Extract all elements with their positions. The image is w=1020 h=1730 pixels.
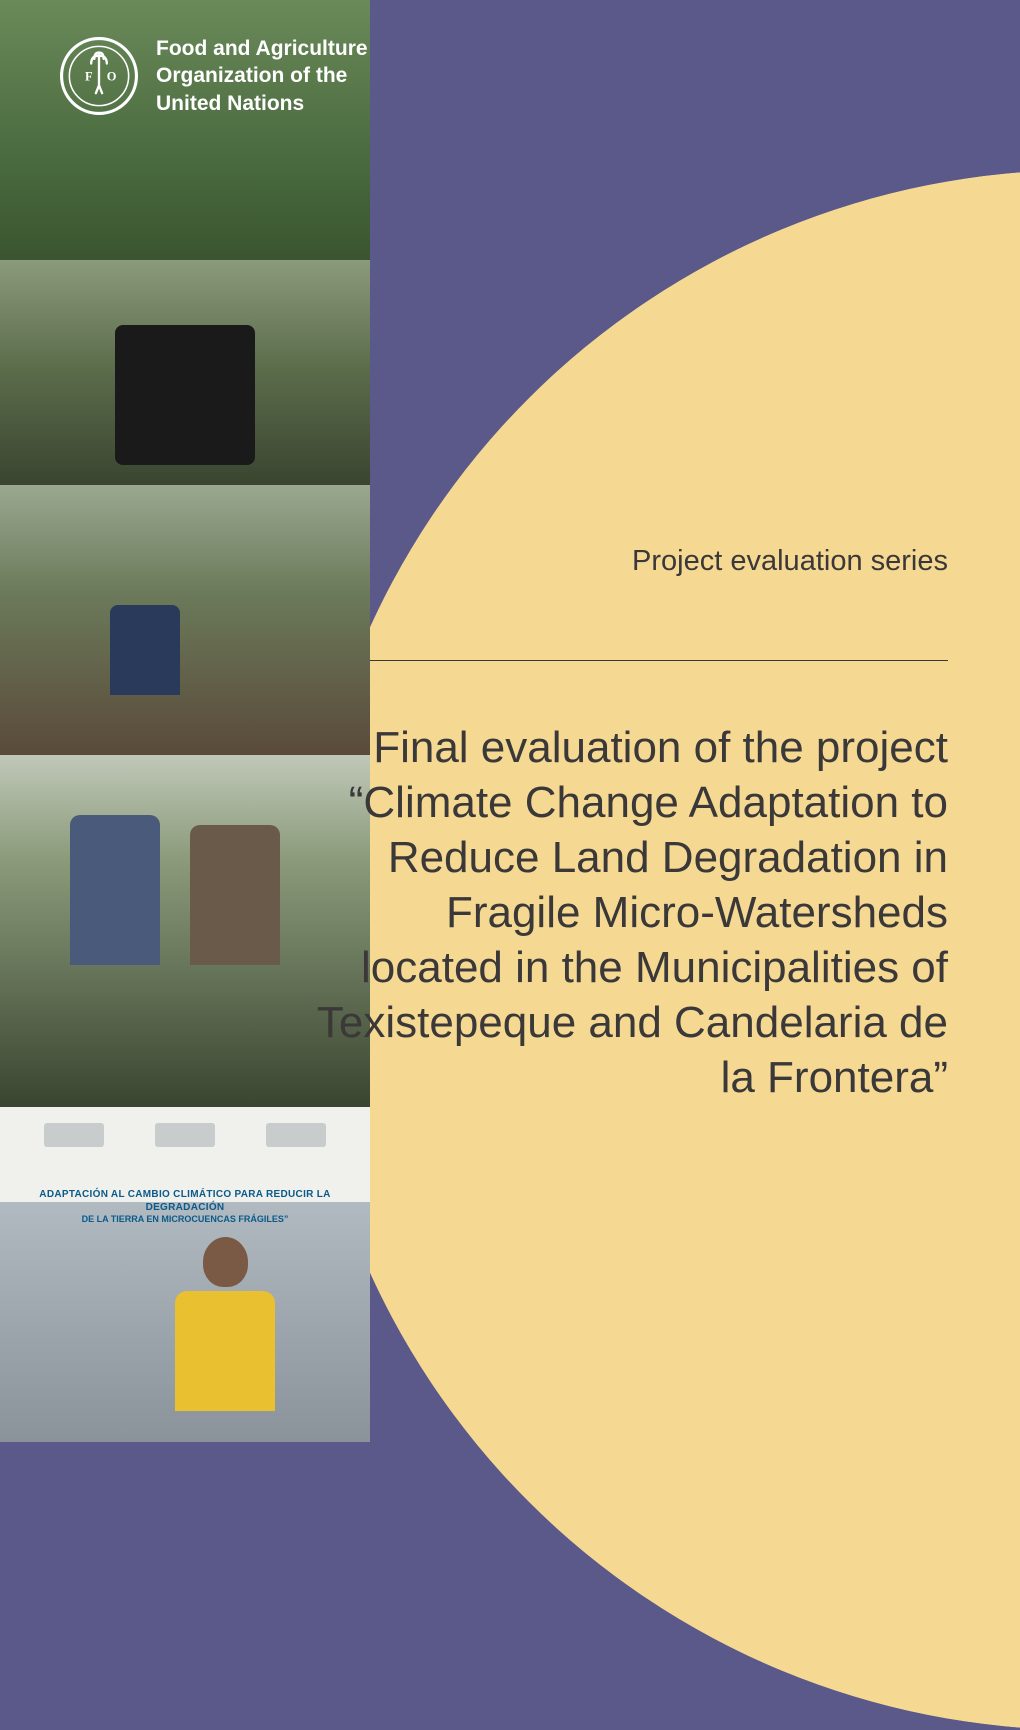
- header: F O Food and Agriculture Organization of…: [60, 35, 368, 117]
- banner-title-line1: ADAPTACIÓN AL CAMBIO CLIMÁTICO PARA REDU…: [18, 1189, 352, 1214]
- org-name: Food and Agriculture Organization of the…: [156, 35, 368, 117]
- org-line2: Organization of the: [156, 62, 368, 89]
- presenter-figure: [170, 1237, 280, 1417]
- svg-text:O: O: [107, 70, 117, 84]
- title-divider: [370, 660, 948, 661]
- org-line3: United Nations: [156, 90, 368, 117]
- svg-text:F: F: [85, 70, 93, 84]
- banner-logo-fao: [44, 1123, 104, 1147]
- org-line1: Food and Agriculture: [156, 35, 368, 62]
- banner-logo-gef: [155, 1123, 215, 1147]
- fao-logo-icon: F O: [60, 37, 138, 115]
- banner-title-line2: DE LA TIERRA EN MICROCUENCAS FRÁGILES”: [18, 1214, 352, 1224]
- series-label: Project evaluation series: [632, 545, 948, 578]
- event-banner: ADAPTACIÓN AL CAMBIO CLIMÁTICO PARA REDU…: [0, 1107, 370, 1202]
- photo-hillside-farmer: [0, 485, 370, 755]
- document-title: Final evaluation of the project “Climate…: [308, 720, 948, 1105]
- photo-presentation: ADAPTACIÓN AL CAMBIO CLIMÁTICO PARA REDU…: [0, 1107, 370, 1442]
- photo-water-tank: [0, 260, 370, 485]
- banner-logo-elsalvador: [266, 1123, 326, 1147]
